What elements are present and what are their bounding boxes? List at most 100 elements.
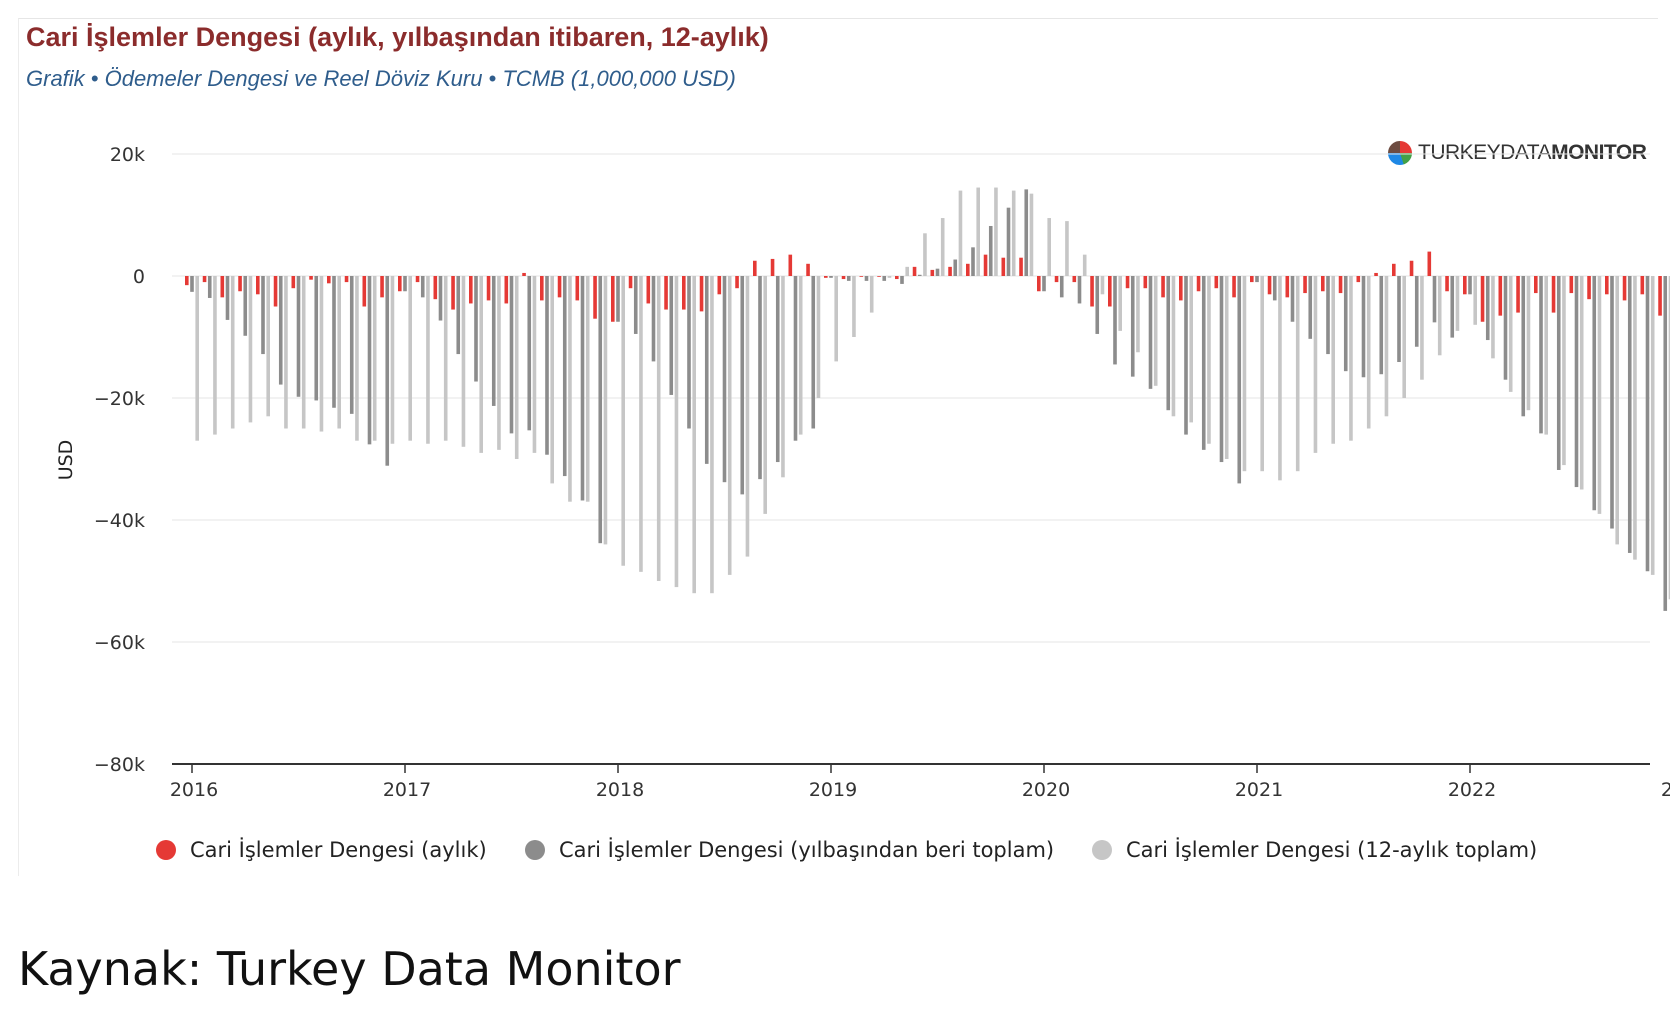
bar-12m[interactable]: [337, 276, 341, 429]
bar-monthly[interactable]: [1054, 276, 1059, 283]
bar-ytd[interactable]: [616, 276, 620, 322]
bar-monthly[interactable]: [1037, 276, 1041, 292]
bar-monthly[interactable]: [664, 276, 668, 310]
bar-monthly[interactable]: [1463, 276, 1467, 295]
bar-monthly[interactable]: [1640, 276, 1645, 295]
bar-12m[interactable]: [1491, 276, 1495, 359]
bar-monthly[interactable]: [540, 276, 544, 301]
bar-ytd[interactable]: [758, 276, 762, 480]
bar-12m[interactable]: [692, 276, 696, 594]
bar-ytd[interactable]: [633, 276, 638, 334]
bar-12m[interactable]: [940, 218, 945, 276]
bar-ytd[interactable]: [722, 276, 727, 483]
bar-monthly[interactable]: [469, 276, 473, 304]
bar-ytd[interactable]: [900, 276, 904, 284]
bar-monthly[interactable]: [753, 260, 757, 276]
bar-ytd[interactable]: [1042, 276, 1046, 292]
bar-12m[interactable]: [1526, 276, 1531, 411]
bar-monthly[interactable]: [1321, 276, 1325, 292]
bar-ytd[interactable]: [864, 276, 869, 281]
bar-ytd[interactable]: [1148, 276, 1153, 389]
bar-monthly[interactable]: [1551, 276, 1556, 313]
bar-ytd[interactable]: [367, 276, 372, 445]
bar-12m[interactable]: [1455, 276, 1460, 331]
bar-12m[interactable]: [639, 276, 643, 572]
bar-ytd[interactable]: [545, 276, 549, 455]
bar-monthly[interactable]: [202, 276, 207, 283]
bar-monthly[interactable]: [185, 276, 189, 286]
bar-ytd[interactable]: [1343, 276, 1348, 372]
bar-monthly[interactable]: [1569, 276, 1574, 294]
bar-monthly[interactable]: [1605, 276, 1609, 295]
bar-12m[interactable]: [1207, 276, 1211, 444]
bar-12m[interactable]: [301, 276, 306, 429]
bar-ytd[interactable]: [491, 276, 496, 406]
bar-ytd[interactable]: [580, 276, 585, 501]
bar-12m[interactable]: [1349, 276, 1353, 441]
bar-12m[interactable]: [1029, 193, 1034, 276]
bar-monthly[interactable]: [1445, 276, 1449, 292]
bar-ytd[interactable]: [598, 276, 603, 544]
legend-item-12m[interactable]: Cari İşlemler Dengesi (12-aylık toplam): [1092, 838, 1537, 862]
bar-12m[interactable]: [994, 187, 998, 276]
bar-monthly[interactable]: [930, 269, 935, 276]
bar-ytd[interactable]: [1095, 276, 1100, 334]
bar-12m[interactable]: [1065, 221, 1069, 276]
bar-ytd[interactable]: [278, 276, 283, 385]
bar-12m[interactable]: [1650, 276, 1655, 575]
bar-monthly[interactable]: [1108, 276, 1112, 307]
bar-ytd[interactable]: [775, 276, 780, 463]
bar-12m[interactable]: [816, 276, 821, 398]
bar-ytd[interactable]: [971, 247, 975, 276]
bar-ytd[interactable]: [1290, 276, 1295, 322]
bar-monthly[interactable]: [1143, 276, 1148, 289]
bar-12m[interactable]: [532, 276, 537, 453]
legend-item-monthly[interactable]: Cari İşlemler Dengesi (aylık): [156, 838, 487, 862]
bar-monthly[interactable]: [220, 276, 225, 298]
bar-ytd[interactable]: [1255, 276, 1259, 283]
bar-12m[interactable]: [1153, 276, 1158, 386]
bar-ytd[interactable]: [349, 276, 354, 414]
bar-monthly[interactable]: [1587, 276, 1591, 300]
bar-12m[interactable]: [834, 276, 838, 362]
bar-12m[interactable]: [1579, 276, 1584, 490]
bar-monthly[interactable]: [1285, 276, 1290, 298]
bar-monthly[interactable]: [1072, 276, 1077, 283]
bar-12m[interactable]: [1562, 276, 1566, 466]
bar-12m[interactable]: [1597, 276, 1602, 514]
bar-12m[interactable]: [674, 276, 679, 588]
bar-12m[interactable]: [568, 276, 572, 502]
bar-12m[interactable]: [1384, 276, 1389, 417]
bar-monthly[interactable]: [398, 276, 402, 292]
bar-12m[interactable]: [1473, 276, 1477, 325]
bar-ytd[interactable]: [687, 276, 691, 429]
bar-ytd[interactable]: [1077, 276, 1082, 304]
bar-ytd[interactable]: [917, 274, 922, 276]
bar-12m[interactable]: [781, 276, 785, 478]
bar-monthly[interactable]: [1498, 276, 1503, 316]
bar-monthly[interactable]: [1409, 260, 1414, 276]
bar-ytd[interactable]: [1627, 276, 1632, 553]
bar-12m[interactable]: [266, 276, 270, 417]
bar-ytd[interactable]: [456, 276, 461, 355]
bar-monthly[interactable]: [273, 276, 278, 307]
bar-ytd[interactable]: [296, 276, 301, 397]
bar-ytd[interactable]: [385, 276, 390, 466]
bar-monthly[interactable]: [628, 276, 633, 289]
bar-monthly[interactable]: [1250, 276, 1254, 283]
bar-ytd[interactable]: [207, 276, 212, 298]
bar-ytd[interactable]: [1379, 276, 1384, 375]
bar-monthly[interactable]: [1090, 276, 1094, 307]
bar-monthly[interactable]: [1232, 276, 1236, 298]
bar-ytd[interactable]: [1610, 276, 1614, 529]
bar-ytd[interactable]: [1308, 276, 1313, 339]
bar-monthly[interactable]: [1658, 276, 1662, 316]
bar-ytd[interactable]: [1645, 276, 1650, 572]
bar-monthly[interactable]: [948, 266, 952, 276]
bar-ytd[interactable]: [811, 276, 816, 429]
bar-monthly[interactable]: [841, 276, 846, 280]
bar-12m[interactable]: [887, 276, 892, 278]
bar-12m[interactable]: [1313, 276, 1318, 453]
bar-ytd[interactable]: [651, 276, 656, 362]
bar-monthly[interactable]: [504, 276, 509, 304]
